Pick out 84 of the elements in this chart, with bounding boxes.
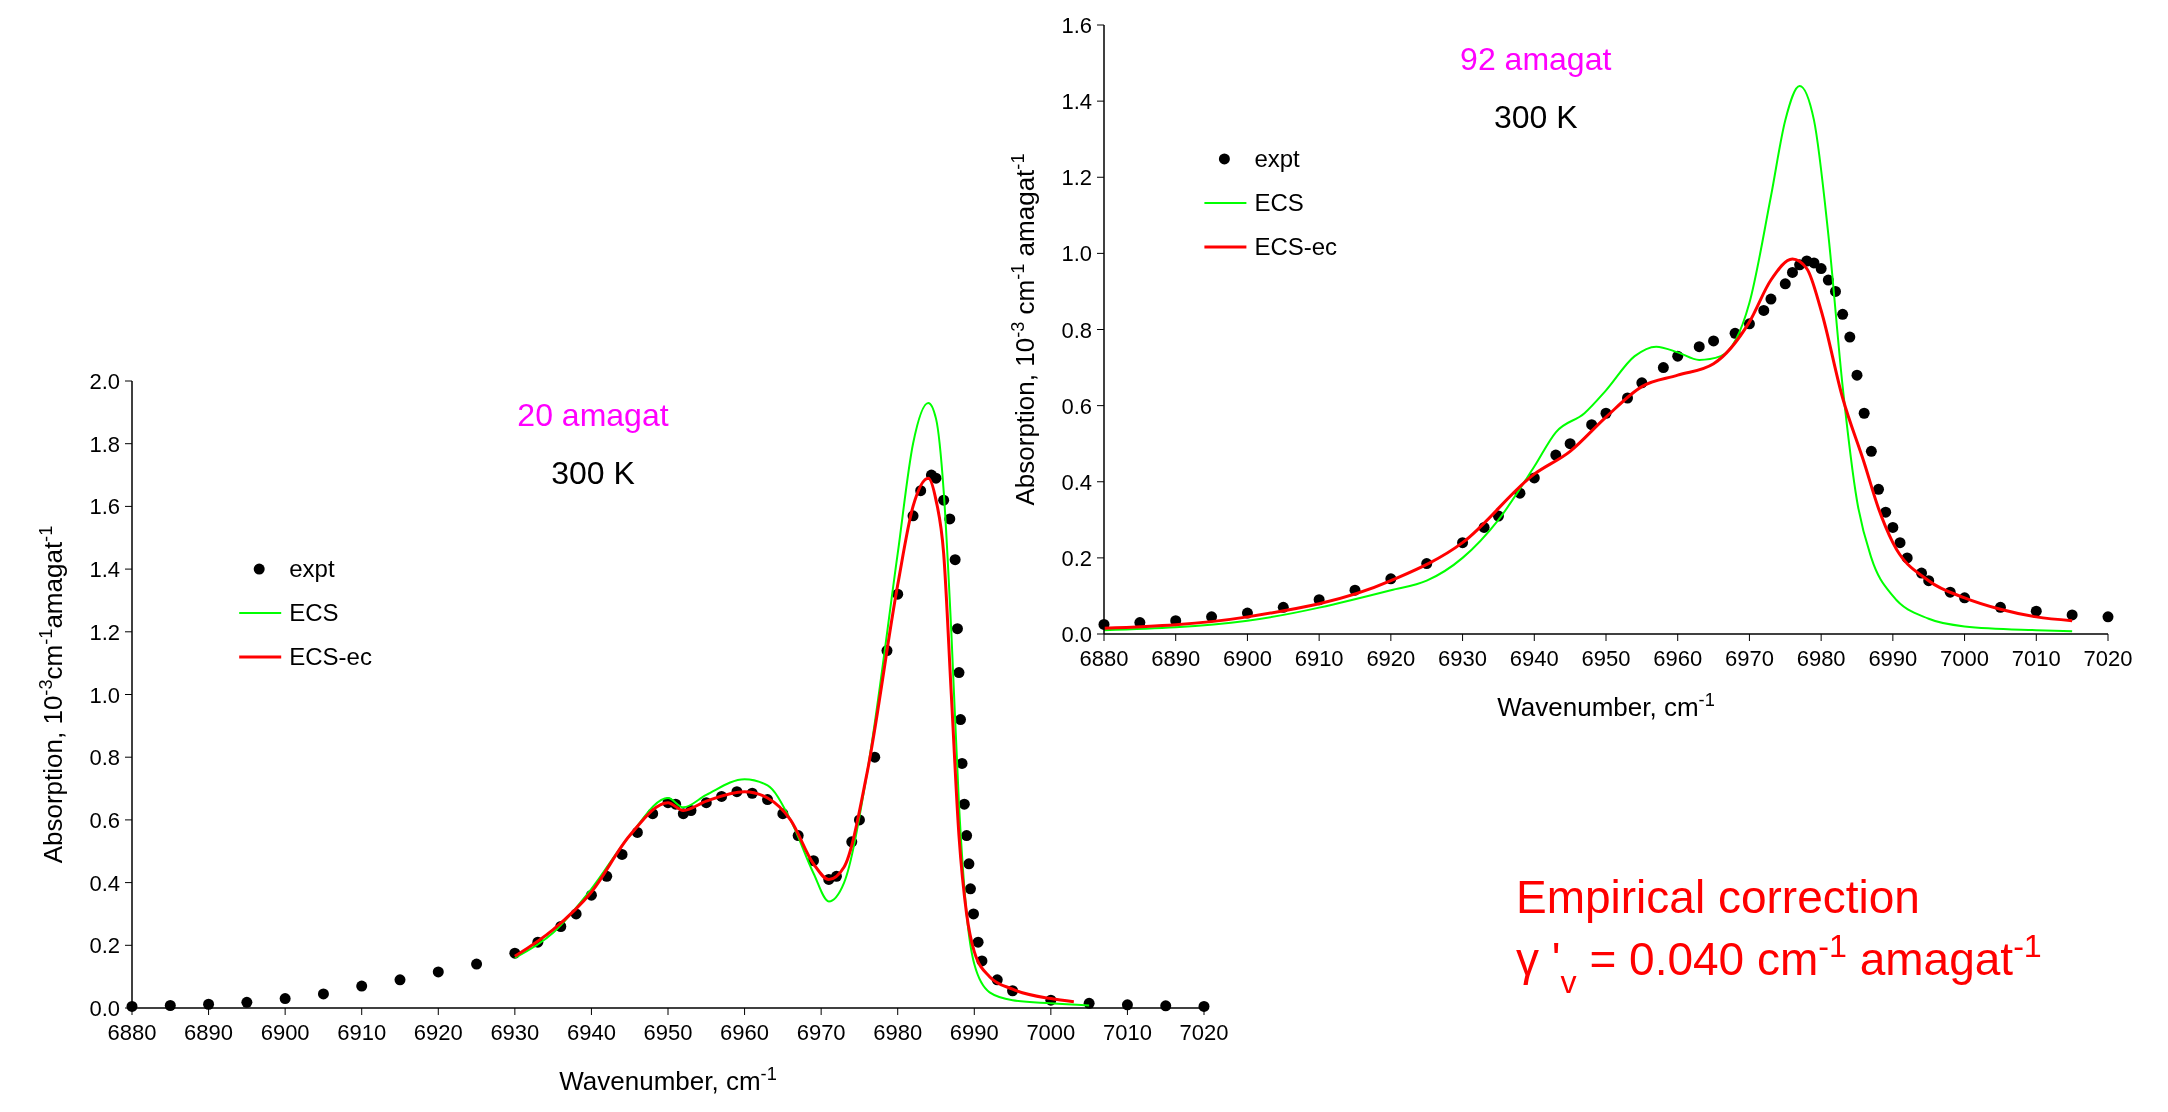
y-tick-label: 0.4: [89, 870, 120, 896]
y-tick-label: 0.0: [1061, 622, 1092, 647]
x-tick-label: 7010: [2011, 646, 2061, 671]
point: [2102, 611, 2114, 623]
point: [1865, 445, 1877, 457]
x-tick-label: 6970: [796, 1020, 846, 1045]
y-tick-label: 1.0: [1061, 241, 1092, 267]
x-tick-label: 6960: [1653, 646, 1703, 671]
y-tick-label: 1.4: [89, 557, 120, 583]
x-tick-label: 6990: [1868, 646, 1918, 671]
y-tick-label: 0.0: [89, 996, 120, 1021]
x-tick-label: 6880: [107, 1020, 157, 1045]
legend-label: expt: [289, 555, 335, 583]
y-tick-label: 1.2: [89, 619, 120, 645]
annotation: 20 amagat: [517, 397, 669, 433]
annotation: 92 amagat: [1460, 41, 1612, 77]
point: [1708, 335, 1720, 347]
y-tick-label: 1.8: [89, 431, 120, 457]
point: [1837, 308, 1849, 320]
point: [1873, 483, 1885, 495]
x-tick-label: 7000: [1940, 646, 1990, 671]
x-tick-label: 6930: [490, 1020, 540, 1045]
x-tick-label: 6980: [873, 1020, 923, 1045]
y-tick-label: 1.6: [1061, 13, 1092, 38]
x-axis-title: Wavenumber, cm$^{-1}$: [1497, 690, 1715, 722]
x-tick-label: 6980: [1796, 646, 1846, 671]
y-tick-label: 1.6: [89, 494, 120, 520]
x-tick-label: 6950: [643, 1020, 693, 1045]
y-tick-label: 1.2: [1061, 165, 1092, 191]
x-tick-label: 6960: [720, 1020, 770, 1045]
x-tick-label: 7020: [1179, 1020, 1229, 1045]
x-tick-label: 6910: [1294, 646, 1344, 671]
x-tick-label: 7010: [1102, 1020, 1152, 1045]
point: [1779, 278, 1791, 290]
point: [1758, 304, 1770, 316]
x-tick-label: 7020: [2083, 646, 2133, 671]
annotation: 300 K: [551, 455, 635, 491]
legend-label: ECS: [289, 599, 339, 627]
x-tick-label: 6990: [949, 1020, 999, 1045]
point: [1844, 331, 1856, 343]
point: [1858, 407, 1870, 419]
x-tick-label: 6920: [413, 1020, 463, 1045]
y-tick-label: 0.4: [1061, 469, 1092, 495]
y-tick-label: 2.0: [89, 369, 120, 394]
y-tick-label: 0.2: [1061, 545, 1092, 571]
x-tick-label: 6890: [184, 1020, 234, 1045]
legend-label: ECS: [1254, 188, 1304, 216]
y-tick-label: 0.6: [89, 807, 120, 833]
point: [1887, 521, 1899, 533]
legend-label: ECS-ec: [1254, 232, 1338, 260]
y-tick-label: 0.8: [1061, 317, 1092, 343]
x-tick-label: 6970: [1724, 646, 1774, 671]
x-tick-label: 6910: [337, 1020, 387, 1045]
x-tick-label: 6930: [1438, 646, 1488, 671]
text: Empirical correction: [1516, 871, 1920, 923]
y-tick-label: 0.2: [89, 933, 120, 959]
x-axis-title: Wavenumber, cm$^{-1}$: [559, 1064, 777, 1096]
x-tick-label: 6900: [1222, 646, 1272, 671]
point: [2030, 605, 2042, 617]
y-tick-label: 1.0: [89, 682, 120, 708]
x-tick-label: 6900: [260, 1020, 310, 1045]
point: [1657, 362, 1669, 374]
y-tick-label: 1.4: [1061, 89, 1092, 115]
point: [1894, 537, 1906, 549]
point: [1786, 266, 1798, 278]
point: [1851, 369, 1863, 381]
annotation: 300 K: [1493, 99, 1578, 135]
x-tick-label: 6940: [1509, 646, 1559, 671]
legend-label: expt: [1254, 144, 1301, 172]
x-tick-label: 6920: [1366, 646, 1416, 671]
x-tick-label: 6950: [1581, 646, 1631, 671]
x-tick-label: 6880: [1079, 646, 1129, 671]
y-tick-label: 0.6: [1061, 393, 1092, 419]
point: [1564, 438, 1576, 450]
x-tick-label: 7000: [1026, 1020, 1076, 1045]
y-tick-label: 0.8: [89, 745, 120, 771]
x-tick-label: 6940: [566, 1020, 616, 1045]
x-tick-label: 6890: [1151, 646, 1201, 671]
point: [1815, 263, 1827, 275]
point: [2066, 609, 2078, 621]
legend-label: ECS-ec: [289, 643, 372, 671]
text: γ '$_{v}$ = 0.040 cm$^{-1}$ amagat$^{-1}$: [1516, 928, 2042, 1000]
point: [1765, 293, 1777, 305]
point: [1693, 341, 1705, 353]
